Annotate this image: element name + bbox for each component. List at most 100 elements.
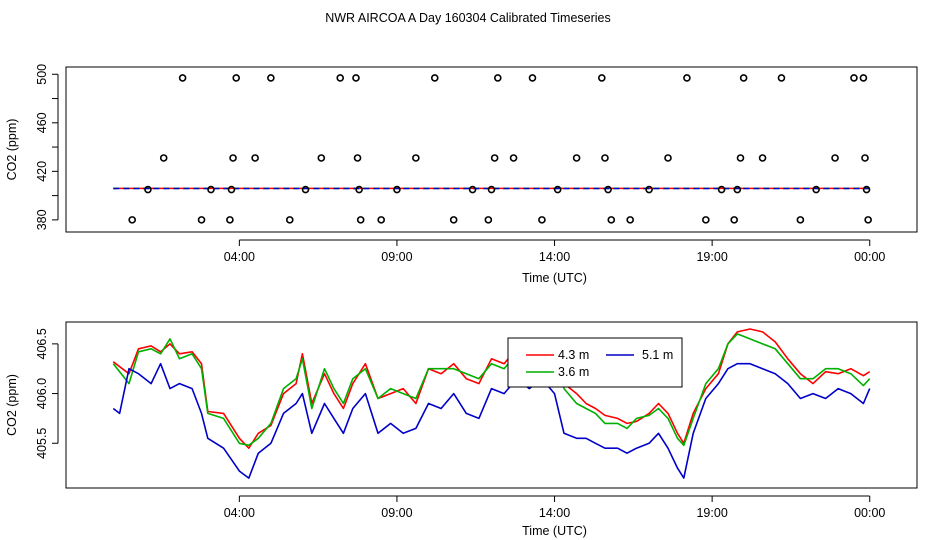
bottom-x-axis-label: Time (UTC)	[522, 524, 587, 538]
legend-label-5-1m: 5.1 m	[642, 348, 673, 362]
reference-point	[645, 185, 653, 194]
reference-point	[850, 74, 858, 82]
bottom-panel: 04:00 09:00 14:00 19:00 00:00 405.5 406.0 406.…	[5, 321, 918, 538]
bottom-plot-frame	[65, 321, 918, 489]
top-y-tick-label: 500	[35, 64, 49, 85]
legend: 4.3 m 5.1 m 3.6 m	[507, 337, 683, 388]
reference-point	[604, 185, 612, 194]
reference-point	[487, 185, 496, 194]
reference-point	[251, 154, 259, 162]
top-x-axis-label: Time (UTC)	[522, 271, 587, 285]
reference-point	[626, 216, 634, 224]
reference-point	[796, 216, 805, 224]
reference-point	[733, 185, 742, 194]
reference-point	[355, 185, 363, 194]
top-y-axis-label: CO2 (ppm)	[5, 119, 19, 181]
reference-point	[393, 185, 401, 194]
reference-point	[831, 154, 839, 162]
bottom-y-tick-label: 406.5	[35, 328, 49, 359]
reference-point	[601, 154, 609, 162]
reference-point	[777, 74, 786, 82]
reference-point	[812, 185, 820, 194]
reference-point	[490, 154, 499, 162]
top-y-tick-label: 380	[35, 209, 49, 230]
bottom-x-tick-label: 19:00	[696, 506, 727, 520]
top-x-tick-label: 04:00	[224, 250, 255, 264]
reference-point	[494, 74, 502, 82]
top-y-tick-label: 420	[35, 161, 49, 182]
reference-point	[352, 74, 360, 82]
reference-point	[683, 74, 691, 82]
reference-point	[598, 74, 606, 82]
top-x-tick-label: 09:00	[381, 250, 412, 264]
legend-label-3-6m: 3.6 m	[558, 365, 589, 379]
bottom-y-tick-label: 405.5	[35, 428, 49, 459]
reference-point	[226, 216, 234, 224]
reference-point	[607, 216, 616, 224]
reference-point	[859, 74, 868, 82]
bottom-y-axis-label: CO2 (ppm)	[5, 374, 19, 436]
series-line-3-6-m	[112, 333, 871, 447]
bottom-x-tick-label: 00:00	[854, 506, 885, 520]
reference-point	[229, 154, 237, 162]
reference-point	[736, 154, 745, 162]
top-y-axis: 380 420 460 500	[35, 64, 59, 230]
reference-point	[702, 216, 710, 224]
top-panel: 04:00 09:00 14:00 19:00 00:00 380 420 460 500 T…	[5, 64, 918, 285]
reference-point	[128, 216, 136, 224]
reference-point	[468, 185, 477, 194]
reference-point	[717, 185, 726, 194]
reference-point	[301, 185, 310, 194]
bottom-x-tick-label: 04:00	[224, 506, 255, 520]
series-line-5-1-m	[112, 362, 871, 479]
top-y-tick-label: 460	[35, 112, 49, 133]
bottom-series-lines	[112, 328, 871, 479]
reference-point	[144, 185, 152, 194]
reference-point	[159, 154, 168, 162]
chart-title: NWR AIRCOA A Day 160304 Calibrated Times…	[325, 11, 611, 25]
reference-point	[730, 216, 738, 224]
reference-point	[178, 74, 187, 82]
reference-point	[758, 154, 767, 162]
bottom-y-tick-label: 406.0	[35, 378, 49, 409]
bottom-x-tick-label: 09:00	[381, 506, 412, 520]
top-reference-points	[128, 74, 872, 224]
reference-point	[861, 154, 869, 162]
bottom-x-axis: 04:00 09:00 14:00 19:00 00:00	[224, 495, 885, 520]
reference-point	[336, 74, 345, 82]
reference-point	[509, 154, 518, 162]
reference-point	[267, 74, 275, 82]
legend-label-4-3m: 4.3 m	[558, 348, 589, 362]
top-x-tick-label: 14:00	[539, 250, 570, 264]
reference-point	[377, 216, 385, 224]
reference-point	[572, 154, 581, 162]
top-x-tick-label: 00:00	[854, 250, 885, 264]
top-x-axis: 04:00 09:00 14:00 19:00 00:00	[224, 239, 885, 264]
reference-point	[528, 74, 537, 82]
reference-point	[862, 185, 871, 194]
reference-point	[484, 216, 493, 224]
reference-point	[739, 74, 748, 82]
top-plot-frame	[65, 66, 918, 233]
series-line-4-3-m	[112, 328, 871, 449]
legend-box	[507, 337, 683, 388]
reference-point	[664, 154, 672, 162]
reference-point	[864, 216, 872, 224]
reference-point	[412, 154, 420, 162]
reference-point	[538, 216, 546, 224]
top-x-tick-label: 19:00	[696, 250, 727, 264]
reference-point	[285, 216, 294, 224]
reference-point	[197, 216, 206, 224]
reference-point	[317, 154, 326, 162]
reference-point	[553, 185, 562, 194]
reference-point	[227, 185, 236, 194]
bottom-x-tick-label: 14:00	[539, 506, 570, 520]
reference-point	[232, 74, 240, 82]
reference-point	[430, 74, 439, 82]
reference-point	[207, 185, 215, 194]
reference-point	[356, 216, 365, 224]
reference-point	[353, 154, 362, 162]
reference-point	[449, 216, 458, 224]
bottom-y-axis: 405.5 406.0 406.5	[35, 328, 59, 459]
